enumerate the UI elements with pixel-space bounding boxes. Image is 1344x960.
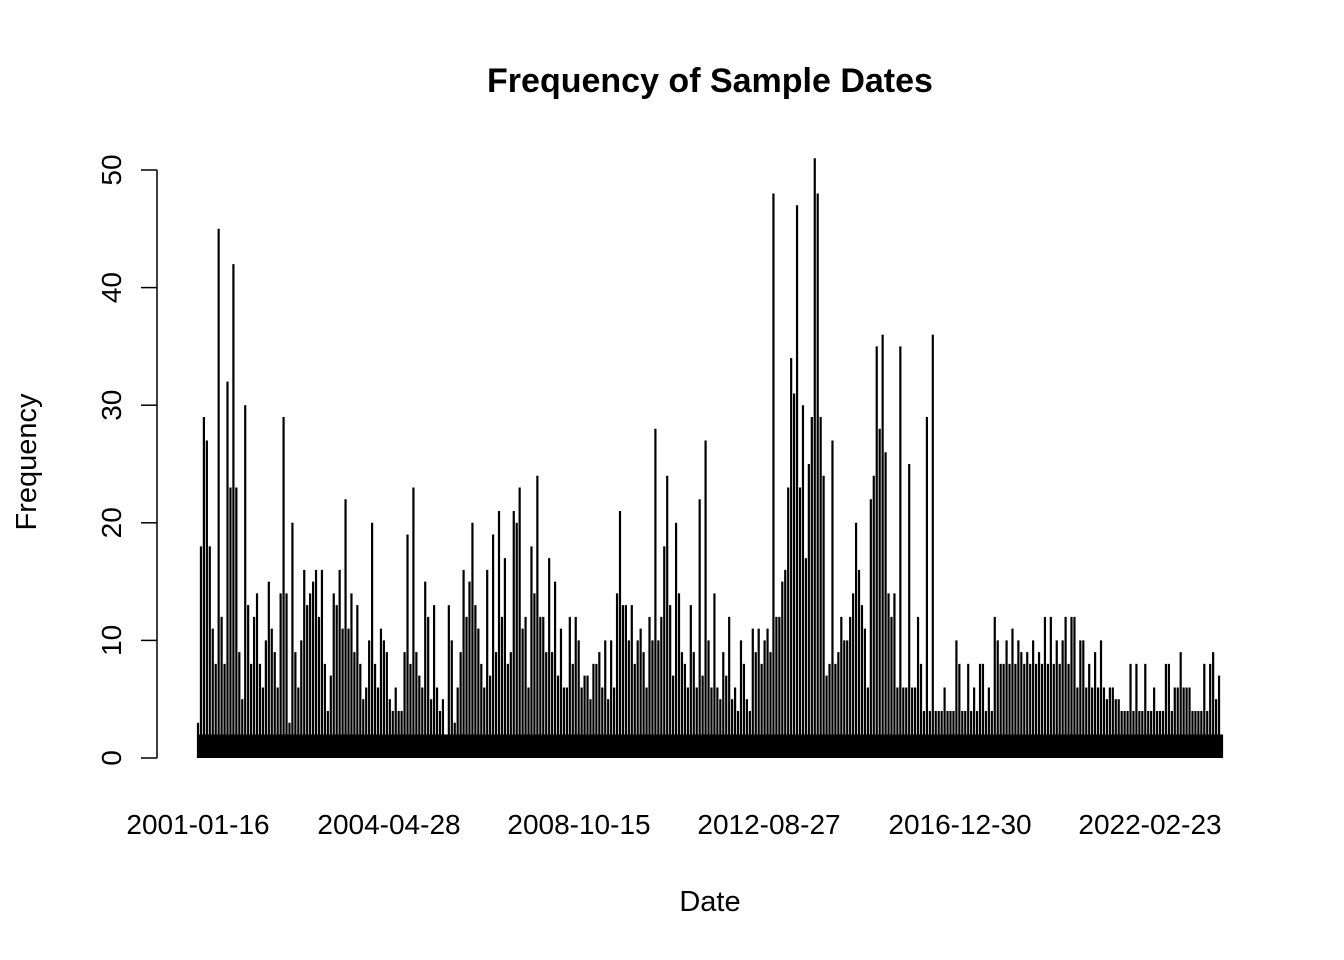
y-tick-label: 30 <box>96 390 127 421</box>
x-tick-label: 2022-02-23 <box>1078 809 1221 840</box>
x-tick-label: 2001-01-16 <box>126 809 269 840</box>
bar-floor <box>198 734 1222 758</box>
y-axis: 0 10 20 30 40 50 <box>96 154 158 766</box>
bars-group <box>196 158 1224 758</box>
x-tick-label: 2004-04-28 <box>317 809 460 840</box>
x-tick-label: 2016-12-30 <box>888 809 1031 840</box>
x-tick-label: 2008-10-15 <box>507 809 650 840</box>
y-tick-label: 50 <box>96 154 127 185</box>
y-tick-label: 0 <box>96 750 127 766</box>
chart-title: Frequency of Sample Dates <box>487 62 933 100</box>
y-tick-label: 10 <box>96 625 127 656</box>
x-axis: 2001-01-16 2004-04-28 2008-10-15 2012-08-27… <box>126 809 1221 840</box>
y-tick-label: 40 <box>96 272 127 303</box>
y-tick-label: 20 <box>96 507 127 538</box>
x-tick-label: 2012-08-27 <box>697 809 840 840</box>
y-axis-label: Frequency <box>11 393 43 531</box>
x-axis-label: Date <box>679 886 740 918</box>
